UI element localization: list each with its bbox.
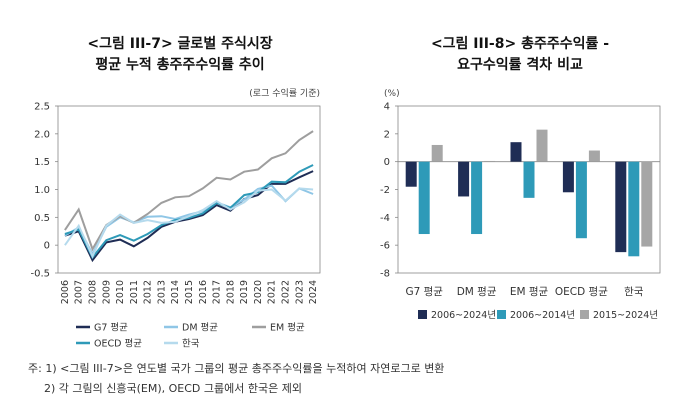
bar-1-5: [615, 161, 627, 253]
left-legend-label-1: G7 평균: [94, 323, 128, 334]
right-category-label: G7 평균: [405, 286, 443, 298]
left-x-tick-label: 2016: [198, 280, 209, 304]
left-y-tick-label: 2.5: [34, 102, 50, 113]
right-unit-note: (%): [384, 89, 400, 99]
right-y-tick-label: -8: [380, 269, 390, 280]
left-y-tick-label: -0.5: [30, 269, 50, 280]
left-legend-label-5: 한국: [182, 339, 200, 350]
right-legend-label-2: 2006~2014년: [510, 310, 575, 321]
bar-3-4: [588, 150, 600, 162]
right-y-tick-label: 2: [384, 129, 390, 140]
left-chart-title-line2: 평균 누적 총주주수익률 추이: [95, 57, 265, 73]
left-x-tick-label: 2009: [101, 280, 112, 304]
left-x-tick-label: 2015: [184, 280, 195, 304]
left-x-tick-label: 2020: [253, 280, 264, 304]
right-y-tick-label: -4: [380, 213, 390, 224]
bar-1-2: [458, 161, 470, 197]
right-y-tick-label: -2: [380, 185, 390, 196]
left-legend-label-2: DM 평균: [182, 323, 218, 334]
bar-2-3: [523, 161, 535, 198]
left-x-tick-label: 2010: [115, 280, 126, 304]
left-x-tick-label: 2018: [225, 280, 236, 304]
line-series-5: [64, 187, 314, 259]
left-x-tick-label: 2024: [308, 280, 319, 304]
left-x-tick-label: 2021: [267, 280, 278, 304]
right-category-label: OECD 평균: [555, 286, 608, 298]
right-category-label: 한국: [624, 286, 644, 298]
left-y-tick-label: 1.0: [34, 185, 50, 196]
left-x-tick-label: 2013: [156, 280, 167, 304]
left-y-tick-label: 1.5: [34, 157, 50, 168]
bar-1-1: [405, 161, 417, 187]
left-x-tick-label: 2014: [170, 280, 181, 304]
left-x-tick-label: 2007: [74, 280, 85, 304]
right-chart-title-line2: 요구수익률 격차 비교: [457, 57, 583, 73]
bar-2-2: [471, 161, 483, 235]
right-category-label: DM 평균: [457, 286, 497, 298]
right-y-tick-label: 4: [384, 102, 390, 113]
footnote-1: 주: 1) <그림 III-7>은 연도별 국가 그룹의 평균 총주주수익률을 …: [28, 362, 445, 375]
bar-3-5: [641, 161, 653, 247]
right-legend-label-3: 2015~2024년: [593, 310, 658, 321]
right-chart-title-line1: <그림 III-8> 총주주수익률 -: [430, 36, 610, 52]
line-series-4: [64, 164, 314, 260]
right-y-tick-label: 0: [384, 157, 390, 168]
left-y-tick-label: 0: [44, 241, 50, 252]
left-x-tick-label: 2006: [60, 280, 71, 304]
right-legend-label-1: 2006~2024년: [431, 310, 496, 321]
right-chart-title: <그림 III-8> 총주주수익률 - 요구수익률 격차 비교: [370, 34, 670, 76]
left-x-tick-label: 2019: [239, 280, 250, 304]
bar-2-1: [418, 161, 430, 235]
left-x-tick-label: 2012: [143, 280, 154, 304]
line-series-1: [64, 170, 314, 263]
bar-1-4: [562, 161, 574, 193]
left-x-tick-label: 2011: [129, 280, 140, 304]
bar-3-1: [431, 144, 443, 162]
left-legend-label-4: OECD 평균: [94, 339, 142, 350]
left-y-tick-label: 0.5: [34, 213, 50, 224]
right-legend-swatch-3: [580, 310, 589, 319]
left-y-tick-label: 2.0: [34, 129, 50, 140]
left-chart-title: <그림 III-7> 글로벌 주식시장 평균 누적 총주주수익률 추이: [30, 34, 330, 76]
bar-2-5: [628, 161, 640, 257]
right-legend-swatch-1: [418, 310, 427, 319]
bar-2-4: [575, 161, 587, 239]
left-chart-title-line1: <그림 III-7> 글로벌 주식시장: [87, 36, 273, 52]
bar-3-3: [536, 129, 548, 162]
right-y-tick-label: -6: [380, 241, 390, 252]
right-legend-swatch-2: [497, 310, 506, 319]
bar-1-3: [510, 142, 522, 162]
right-category-label: EM 평균: [510, 286, 549, 298]
left-unit-note: (로그 수익률 기준): [249, 87, 320, 99]
left-x-tick-label: 2022: [281, 280, 292, 304]
left-x-tick-label: 2017: [212, 280, 223, 304]
left-legend-label-3: EM 평균: [270, 323, 305, 334]
bar-3-2: [484, 160, 496, 162]
left-x-tick-label: 2008: [87, 280, 98, 304]
footnote-2: 2) 각 그림의 신흥국(EM), OECD 그룹에서 한국은 제외: [44, 382, 302, 395]
left-x-tick-label: 2023: [294, 280, 305, 304]
